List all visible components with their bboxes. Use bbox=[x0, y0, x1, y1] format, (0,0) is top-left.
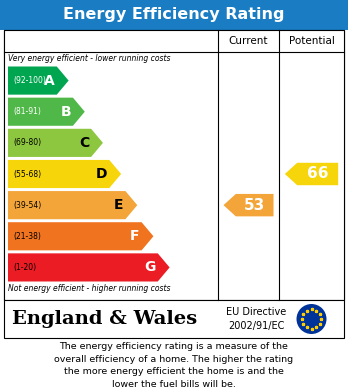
Text: EU Directive
2002/91/EC: EU Directive 2002/91/EC bbox=[227, 307, 287, 331]
Polygon shape bbox=[8, 66, 69, 95]
Polygon shape bbox=[223, 194, 274, 216]
Polygon shape bbox=[8, 98, 85, 126]
Text: (1-20): (1-20) bbox=[13, 263, 36, 272]
Text: (81-91): (81-91) bbox=[13, 107, 41, 116]
Text: Not energy efficient - higher running costs: Not energy efficient - higher running co… bbox=[8, 284, 171, 293]
Polygon shape bbox=[8, 253, 169, 282]
Bar bbox=[4, 30, 344, 300]
Text: C: C bbox=[79, 136, 89, 150]
Text: Very energy efficient - lower running costs: Very energy efficient - lower running co… bbox=[8, 54, 171, 63]
Polygon shape bbox=[8, 129, 103, 157]
Text: F: F bbox=[130, 229, 140, 243]
Text: (55-68): (55-68) bbox=[13, 170, 41, 179]
Text: (39-54): (39-54) bbox=[13, 201, 41, 210]
Polygon shape bbox=[8, 191, 137, 219]
Circle shape bbox=[296, 304, 326, 334]
Bar bbox=[0, 0, 348, 30]
Text: E: E bbox=[114, 198, 124, 212]
Text: Energy Efficiency Rating: Energy Efficiency Rating bbox=[63, 7, 285, 23]
Text: D: D bbox=[96, 167, 107, 181]
Polygon shape bbox=[8, 160, 121, 188]
Text: (69-80): (69-80) bbox=[13, 138, 41, 147]
Text: Current: Current bbox=[229, 36, 268, 46]
Bar bbox=[4, 30, 344, 300]
Bar bbox=[4, 300, 344, 338]
Text: (92-100): (92-100) bbox=[13, 76, 46, 85]
Text: 66: 66 bbox=[307, 167, 329, 181]
Text: The energy efficiency rating is a measure of the
overall efficiency of a home. T: The energy efficiency rating is a measur… bbox=[54, 342, 294, 389]
Text: 53: 53 bbox=[244, 197, 265, 213]
Text: Potential: Potential bbox=[288, 36, 334, 46]
Text: G: G bbox=[144, 260, 156, 274]
Polygon shape bbox=[8, 222, 153, 250]
Text: England & Wales: England & Wales bbox=[12, 310, 197, 328]
Text: (21-38): (21-38) bbox=[13, 232, 41, 241]
Polygon shape bbox=[285, 163, 338, 185]
Text: A: A bbox=[44, 74, 55, 88]
Text: B: B bbox=[60, 105, 71, 119]
